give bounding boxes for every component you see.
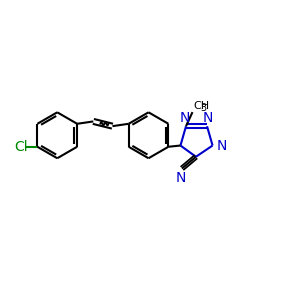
Text: Cl: Cl — [14, 140, 28, 154]
Text: N: N — [203, 111, 213, 125]
Text: N: N — [217, 139, 227, 152]
Text: 3: 3 — [200, 103, 207, 113]
Text: CH: CH — [194, 101, 210, 111]
Text: N: N — [175, 171, 186, 185]
Text: N: N — [180, 111, 190, 125]
